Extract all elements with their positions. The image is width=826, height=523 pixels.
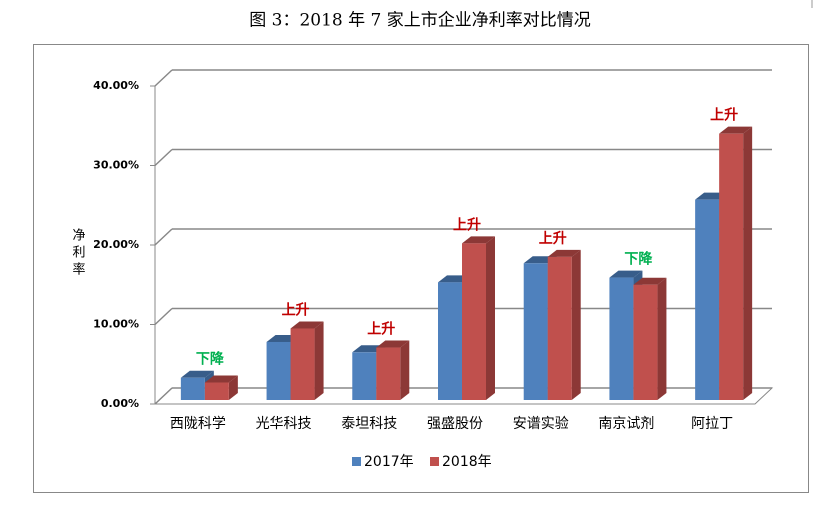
bar-side <box>400 340 410 400</box>
grid-diag <box>154 307 173 326</box>
y-tick-label: 40.00% <box>93 79 139 92</box>
x-tick-label: 南京试剂 <box>598 416 654 432</box>
y-tick-label: 10.00% <box>93 318 139 331</box>
bar <box>438 282 462 400</box>
annotation: 下降 <box>196 351 225 368</box>
bar <box>290 328 315 400</box>
bar <box>547 256 572 400</box>
legend-label: 2018年 <box>442 454 492 470</box>
bar <box>695 199 720 400</box>
bar-side <box>743 126 753 401</box>
annotation: 上升 <box>453 216 481 233</box>
y-tick-label: 20.00% <box>93 238 139 251</box>
x-tick-label: 安谱实验 <box>513 416 569 432</box>
y-axis-label: 净利率 <box>70 228 86 279</box>
bar-top <box>462 236 495 244</box>
bar-side <box>228 375 238 400</box>
bar-side <box>657 277 667 400</box>
annotation: 上升 <box>539 230 567 247</box>
bar <box>633 284 658 400</box>
bar-side <box>486 236 495 400</box>
legend-swatch <box>430 457 439 466</box>
bar-top <box>547 249 581 257</box>
legend-label: 2017年 <box>364 454 414 470</box>
bar-top <box>376 340 410 348</box>
grid-diag <box>154 228 173 246</box>
bar <box>180 377 205 400</box>
grid-diag <box>154 387 173 405</box>
bar <box>719 133 744 401</box>
bar-top <box>204 375 238 383</box>
bar-top <box>719 126 753 134</box>
bar <box>609 277 634 400</box>
annotation: 上升 <box>282 301 310 318</box>
grid-diag <box>154 148 173 167</box>
x-tick-label: 泰坦科技 <box>341 416 397 432</box>
x-tick-label: 阿拉丁 <box>691 416 733 432</box>
legend-swatch <box>352 457 361 466</box>
bar-side <box>314 321 324 400</box>
y-tick-label: 30.00% <box>93 159 139 172</box>
x-tick-label: 强盛股份 <box>427 416 483 432</box>
annotation: 下降 <box>624 251 653 268</box>
bar-top <box>290 321 324 329</box>
bar-top <box>609 270 643 278</box>
bar <box>266 341 291 400</box>
x-tick-label: 光华科技 <box>256 416 312 432</box>
y-tick-label: 0.00% <box>101 397 139 410</box>
chart-title: 图 3：2018 年 7 家上市企业净利率对比情况 <box>249 11 591 31</box>
bar-side <box>571 249 581 400</box>
bar-top <box>633 277 667 285</box>
x-tick-label: 西陇科学 <box>170 416 226 432</box>
annotation: 上升 <box>710 107 738 124</box>
bar <box>523 263 548 400</box>
grid-diag <box>154 69 173 87</box>
bar <box>352 352 377 400</box>
bar <box>462 243 486 400</box>
bar <box>376 347 401 400</box>
bar-top <box>180 370 214 378</box>
chart-frame <box>33 44 809 493</box>
annotation: 上升 <box>367 321 395 338</box>
bar <box>204 382 229 400</box>
